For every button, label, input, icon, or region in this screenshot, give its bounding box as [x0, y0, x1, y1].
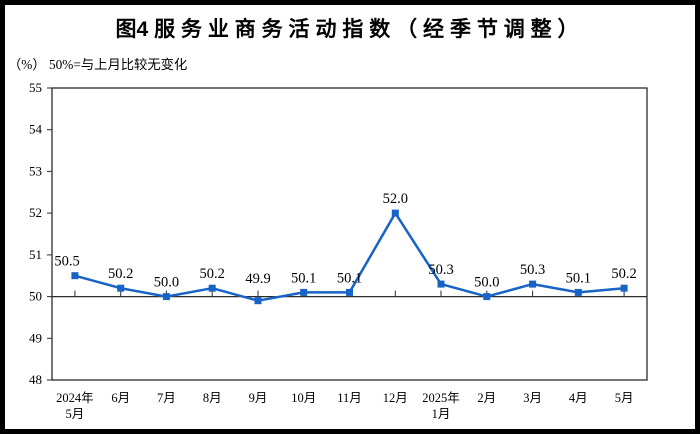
svg-text:52: 52: [29, 205, 42, 220]
svg-text:52.0: 52.0: [383, 191, 408, 207]
svg-text:4月: 4月: [569, 391, 588, 405]
svg-text:50.3: 50.3: [428, 262, 453, 278]
svg-text:7月: 7月: [157, 391, 176, 405]
svg-text:2月: 2月: [477, 391, 496, 405]
svg-text:2025年: 2025年: [422, 391, 460, 405]
svg-text:49.9: 49.9: [245, 271, 270, 287]
svg-text:11月: 11月: [337, 391, 362, 405]
svg-text:1月: 1月: [432, 407, 451, 421]
svg-text:10月: 10月: [291, 391, 316, 405]
svg-text:9月: 9月: [249, 391, 268, 405]
svg-text:50.2: 50.2: [611, 266, 636, 282]
svg-text:50.0: 50.0: [474, 275, 499, 291]
svg-text:50.5: 50.5: [54, 254, 79, 270]
svg-text:50.2: 50.2: [200, 266, 225, 282]
svg-text:50: 50: [29, 289, 42, 304]
svg-text:50.3: 50.3: [520, 262, 545, 278]
svg-text:48: 48: [29, 372, 42, 387]
svg-text:51: 51: [29, 247, 42, 262]
svg-text:5月: 5月: [66, 407, 85, 421]
svg-text:50.1: 50.1: [566, 270, 591, 286]
svg-text:50.1: 50.1: [337, 270, 362, 286]
svg-text:53: 53: [29, 163, 42, 178]
svg-text:5月: 5月: [615, 391, 634, 405]
svg-text:50.1: 50.1: [291, 270, 316, 286]
svg-text:3月: 3月: [523, 391, 542, 405]
svg-text:12月: 12月: [383, 391, 408, 405]
svg-text:50.0: 50.0: [154, 275, 179, 291]
svg-text:6月: 6月: [111, 391, 130, 405]
svg-text:50.2: 50.2: [108, 266, 133, 282]
svg-text:54: 54: [29, 122, 43, 137]
svg-text:55: 55: [29, 80, 42, 95]
svg-text:2024年: 2024年: [56, 391, 94, 405]
svg-text:8月: 8月: [203, 391, 222, 405]
svg-text:49: 49: [29, 330, 42, 345]
